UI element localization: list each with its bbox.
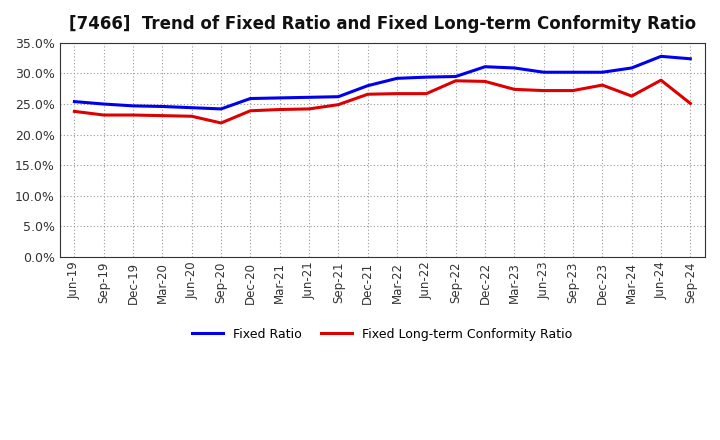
- Title: [7466]  Trend of Fixed Ratio and Fixed Long-term Conformity Ratio: [7466] Trend of Fixed Ratio and Fixed Lo…: [69, 15, 696, 33]
- Fixed Ratio: [129, 103, 138, 109]
- Fixed Ratio: [187, 105, 196, 110]
- Fixed Long-term Conformity Ratio: [70, 109, 78, 114]
- Fixed Ratio: [627, 65, 636, 70]
- Fixed Long-term Conformity Ratio: [627, 93, 636, 99]
- Fixed Long-term Conformity Ratio: [246, 108, 255, 114]
- Fixed Long-term Conformity Ratio: [598, 82, 607, 88]
- Fixed Ratio: [392, 76, 401, 81]
- Fixed Long-term Conformity Ratio: [481, 79, 490, 84]
- Fixed Long-term Conformity Ratio: [305, 106, 313, 112]
- Fixed Ratio: [657, 54, 665, 59]
- Fixed Ratio: [217, 106, 225, 112]
- Fixed Long-term Conformity Ratio: [217, 121, 225, 126]
- Fixed Ratio: [275, 95, 284, 101]
- Fixed Long-term Conformity Ratio: [686, 101, 695, 106]
- Fixed Ratio: [598, 70, 607, 75]
- Fixed Long-term Conformity Ratio: [657, 77, 665, 83]
- Legend: Fixed Ratio, Fixed Long-term Conformity Ratio: Fixed Ratio, Fixed Long-term Conformity …: [187, 323, 577, 346]
- Fixed Long-term Conformity Ratio: [364, 92, 372, 97]
- Fixed Long-term Conformity Ratio: [451, 78, 460, 84]
- Fixed Long-term Conformity Ratio: [187, 114, 196, 119]
- Fixed Long-term Conformity Ratio: [539, 88, 548, 93]
- Fixed Ratio: [451, 74, 460, 79]
- Fixed Ratio: [510, 65, 518, 70]
- Fixed Ratio: [305, 95, 313, 100]
- Fixed Ratio: [481, 64, 490, 70]
- Fixed Ratio: [569, 70, 577, 75]
- Fixed Ratio: [364, 83, 372, 88]
- Line: Fixed Ratio: Fixed Ratio: [74, 56, 690, 109]
- Line: Fixed Long-term Conformity Ratio: Fixed Long-term Conformity Ratio: [74, 80, 690, 123]
- Fixed Long-term Conformity Ratio: [158, 113, 167, 118]
- Fixed Long-term Conformity Ratio: [334, 102, 343, 107]
- Fixed Long-term Conformity Ratio: [569, 88, 577, 93]
- Fixed Ratio: [539, 70, 548, 75]
- Fixed Long-term Conformity Ratio: [275, 107, 284, 112]
- Fixed Ratio: [99, 101, 108, 106]
- Fixed Long-term Conformity Ratio: [99, 112, 108, 117]
- Fixed Ratio: [158, 104, 167, 109]
- Fixed Ratio: [246, 96, 255, 101]
- Fixed Long-term Conformity Ratio: [510, 87, 518, 92]
- Fixed Ratio: [70, 99, 78, 104]
- Fixed Ratio: [686, 56, 695, 62]
- Fixed Long-term Conformity Ratio: [392, 91, 401, 96]
- Fixed Long-term Conformity Ratio: [422, 91, 431, 96]
- Fixed Ratio: [334, 94, 343, 99]
- Fixed Ratio: [422, 74, 431, 80]
- Fixed Long-term Conformity Ratio: [129, 112, 138, 117]
